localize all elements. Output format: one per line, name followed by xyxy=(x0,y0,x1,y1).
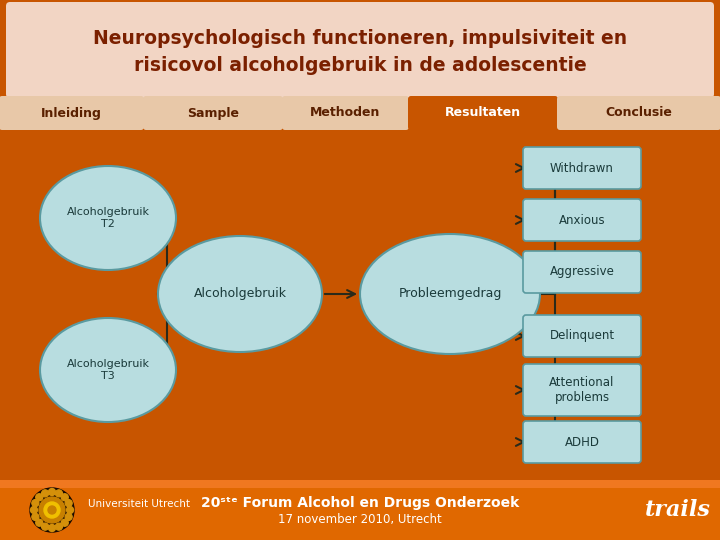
Circle shape xyxy=(65,500,72,507)
Ellipse shape xyxy=(40,166,176,270)
FancyBboxPatch shape xyxy=(523,147,641,189)
Circle shape xyxy=(44,502,60,518)
FancyBboxPatch shape xyxy=(523,315,641,357)
FancyBboxPatch shape xyxy=(557,96,720,130)
Circle shape xyxy=(61,494,68,501)
Circle shape xyxy=(48,524,55,531)
Text: Delinquent: Delinquent xyxy=(549,329,615,342)
FancyBboxPatch shape xyxy=(523,199,641,241)
FancyBboxPatch shape xyxy=(523,251,641,293)
FancyBboxPatch shape xyxy=(143,96,283,130)
Text: 20ˢᵗᵉ Forum Alcohol en Drugs Onderzoek: 20ˢᵗᵉ Forum Alcohol en Drugs Onderzoek xyxy=(201,496,519,510)
FancyBboxPatch shape xyxy=(523,421,641,463)
Circle shape xyxy=(39,497,65,523)
FancyBboxPatch shape xyxy=(282,96,409,130)
Text: Methoden: Methoden xyxy=(310,106,381,119)
Text: Neuropsychologisch functioneren, impulsiviteit en
risicovol alcoholgebruik in de: Neuropsychologisch functioneren, impulsi… xyxy=(93,29,627,75)
Text: Probleemgedrag: Probleemgedrag xyxy=(398,287,502,300)
FancyBboxPatch shape xyxy=(6,2,714,98)
FancyBboxPatch shape xyxy=(408,96,558,130)
Circle shape xyxy=(32,500,39,507)
Ellipse shape xyxy=(360,234,540,354)
Circle shape xyxy=(36,519,42,526)
Circle shape xyxy=(42,490,49,497)
Text: trails: trails xyxy=(645,499,711,521)
Circle shape xyxy=(42,523,49,530)
Circle shape xyxy=(65,514,72,521)
Text: Withdrawn: Withdrawn xyxy=(550,161,614,174)
Circle shape xyxy=(66,507,73,514)
Text: Alcoholgebruik: Alcoholgebruik xyxy=(194,287,287,300)
Circle shape xyxy=(55,490,63,497)
Ellipse shape xyxy=(40,318,176,422)
Circle shape xyxy=(32,514,39,521)
Text: ADHD: ADHD xyxy=(564,435,600,449)
Circle shape xyxy=(61,519,68,526)
Text: Aggressive: Aggressive xyxy=(549,266,614,279)
Bar xyxy=(0,480,720,540)
Circle shape xyxy=(48,489,55,496)
Bar xyxy=(0,480,720,488)
Circle shape xyxy=(48,506,56,514)
Text: 17 november 2010, Utrecht: 17 november 2010, Utrecht xyxy=(278,514,442,526)
Text: Anxious: Anxious xyxy=(559,213,606,226)
Text: Conclusie: Conclusie xyxy=(606,106,672,119)
Text: Universiteit Utrecht: Universiteit Utrecht xyxy=(88,499,190,509)
Ellipse shape xyxy=(158,236,322,352)
Text: Alcoholgebruik
T3: Alcoholgebruik T3 xyxy=(66,359,150,381)
Text: Sample: Sample xyxy=(187,106,239,119)
Text: Resultaten: Resultaten xyxy=(445,106,521,119)
Text: Attentional
problems: Attentional problems xyxy=(549,376,615,404)
FancyBboxPatch shape xyxy=(523,364,641,416)
Text: Inleiding: Inleiding xyxy=(41,106,102,119)
FancyBboxPatch shape xyxy=(0,96,144,130)
Text: Alcoholgebruik
T2: Alcoholgebruik T2 xyxy=(66,207,150,229)
Circle shape xyxy=(36,494,42,501)
Circle shape xyxy=(55,523,63,530)
Circle shape xyxy=(30,507,37,514)
Circle shape xyxy=(30,488,74,532)
